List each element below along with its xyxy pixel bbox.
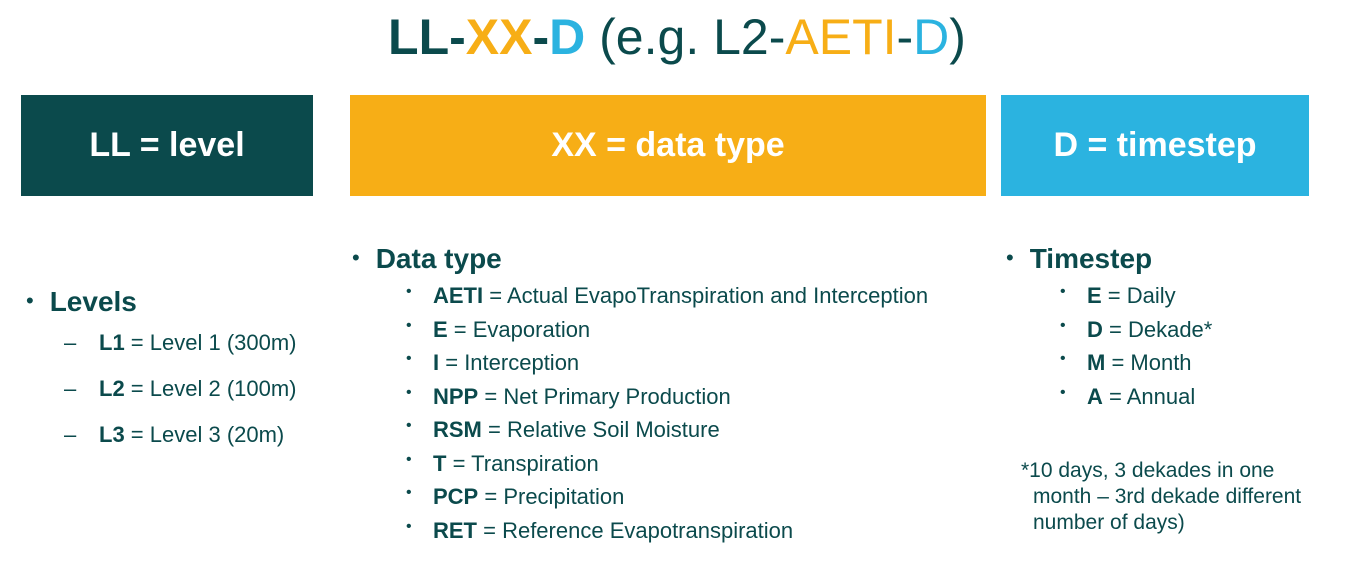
data-type-box: XX = data type	[350, 95, 986, 196]
data-type-list: • AETI = Actual EvapoTranspiration and In…	[406, 283, 928, 551]
bullet-icon: •	[406, 383, 412, 401]
data-type-item: • PCP = Precipitation	[406, 484, 928, 518]
item-code: RET	[433, 517, 477, 543]
data-type-item: • T = Transpiration	[406, 451, 928, 485]
item-code: PCP	[433, 484, 479, 509]
item-code: E	[433, 316, 448, 342]
data-type-heading-text: Data type	[375, 243, 502, 274]
timestep-list: • E = Daily • D = Dekade* • M = Month • A = Ann…	[1060, 283, 1212, 417]
bullet-icon: •	[1006, 245, 1014, 270]
level-item: – L2 = Level 2 (100m)	[64, 376, 297, 422]
item-code: T	[433, 450, 447, 476]
item-code: E	[1087, 283, 1102, 308]
bullet-icon: •	[26, 288, 34, 313]
item-code: AETI	[433, 283, 484, 308]
item-description: = Precipitation	[478, 484, 625, 509]
title-example-d: D	[913, 9, 950, 65]
timestep-item: • D = Dekade*	[1060, 317, 1212, 351]
item-code: L1	[99, 330, 125, 355]
bullet-icon: •	[406, 484, 412, 501]
bullet-icon: •	[406, 517, 412, 535]
dekade-footnote: *10 days, 3 dekades in one month – 3rd d…	[1021, 458, 1301, 536]
item-description: = Dekade*	[1102, 316, 1213, 342]
title-example-prefix: (e.g. L2-	[585, 9, 786, 65]
title-d: D	[549, 9, 586, 65]
item-description: = Level 1 (300m)	[124, 330, 297, 355]
item-code: NPP	[433, 383, 479, 409]
bullet-icon: •	[406, 350, 412, 367]
levels-heading: • Levels	[26, 286, 137, 318]
item-description: = Month	[1105, 350, 1192, 375]
data-type-item: • AETI = Actual EvapoTranspiration and In…	[406, 283, 928, 317]
item-description: = Annual	[1102, 383, 1196, 409]
timestep-box: D = timestep	[1001, 95, 1309, 196]
item-description: = Transpiration	[446, 450, 599, 476]
footnote-line-1: *10 days, 3 dekades in one	[1021, 459, 1275, 482]
level-item: – L1 = Level 1 (300m)	[64, 330, 297, 376]
timestep-item: • M = Month	[1060, 350, 1212, 384]
item-description: = Level 3 (20m)	[124, 422, 285, 447]
level-item: – L3 = Level 3 (20m)	[64, 422, 297, 468]
bullet-icon: •	[1060, 316, 1066, 334]
bullet-icon: •	[1060, 383, 1066, 401]
bullet-icon: •	[406, 283, 412, 300]
bullet-icon: •	[406, 417, 412, 434]
title-example-suffix: )	[949, 9, 966, 65]
timestep-heading: • Timestep	[1006, 243, 1152, 275]
data-type-heading: • Data type	[352, 243, 502, 275]
timestep-item: • A = Annual	[1060, 384, 1212, 418]
dash-icon: –	[64, 422, 77, 447]
bullet-icon: •	[406, 316, 412, 334]
item-description: = Net Primary Production	[478, 383, 731, 409]
title-example-xx: AETI	[785, 9, 897, 65]
item-code: RSM	[433, 417, 482, 442]
title-xx: XX	[465, 9, 533, 65]
footnote-line-3: number of days)	[1033, 511, 1185, 534]
data-type-item: • RSM = Relative Soil Moisture	[406, 417, 928, 451]
title-dash-2: -	[532, 9, 550, 65]
item-code: D	[1087, 316, 1103, 342]
item-code: L3	[99, 422, 125, 447]
item-code: L2	[99, 376, 125, 401]
page-title: LL-XX-D (e.g. L2-AETI-D)	[0, 4, 1354, 70]
item-code: A	[1087, 383, 1103, 409]
item-description: = Relative Soil Moisture	[481, 417, 720, 442]
bullet-icon: •	[1060, 350, 1066, 367]
bullet-icon: •	[352, 245, 360, 270]
title-ll: LL	[388, 9, 450, 65]
data-type-item: • E = Evaporation	[406, 317, 928, 351]
level-box: LL = level	[21, 95, 313, 196]
item-description: = Evaporation	[447, 316, 591, 342]
footnote-line-2: month – 3rd dekade different	[1033, 485, 1302, 508]
item-description: = Actual EvapoTranspiration and Intercep…	[483, 283, 929, 308]
item-description: = Level 2 (100m)	[124, 376, 297, 401]
bullet-icon: •	[1060, 283, 1066, 300]
timestep-item: • E = Daily	[1060, 283, 1212, 317]
dash-icon: –	[64, 330, 77, 355]
title-dash-1: -	[449, 9, 466, 65]
item-description: = Interception	[439, 350, 580, 375]
data-type-item: • RET = Reference Evapotranspiration	[406, 518, 928, 552]
data-type-item: • NPP = Net Primary Production	[406, 384, 928, 418]
timestep-heading-text: Timestep	[1029, 243, 1153, 274]
dash-icon: –	[64, 376, 77, 401]
item-description: = Daily	[1101, 283, 1176, 308]
data-type-item: • I = Interception	[406, 350, 928, 384]
levels-heading-text: Levels	[49, 286, 137, 317]
bullet-icon: •	[406, 450, 412, 468]
title-example-dash: -	[896, 9, 914, 65]
item-code: I	[433, 350, 440, 375]
item-description: = Reference Evapotranspiration	[477, 517, 794, 543]
levels-list: – L1 = Level 1 (300m) – L2 = Level 2 (100m)…	[64, 330, 297, 468]
item-code: M	[1087, 350, 1106, 375]
